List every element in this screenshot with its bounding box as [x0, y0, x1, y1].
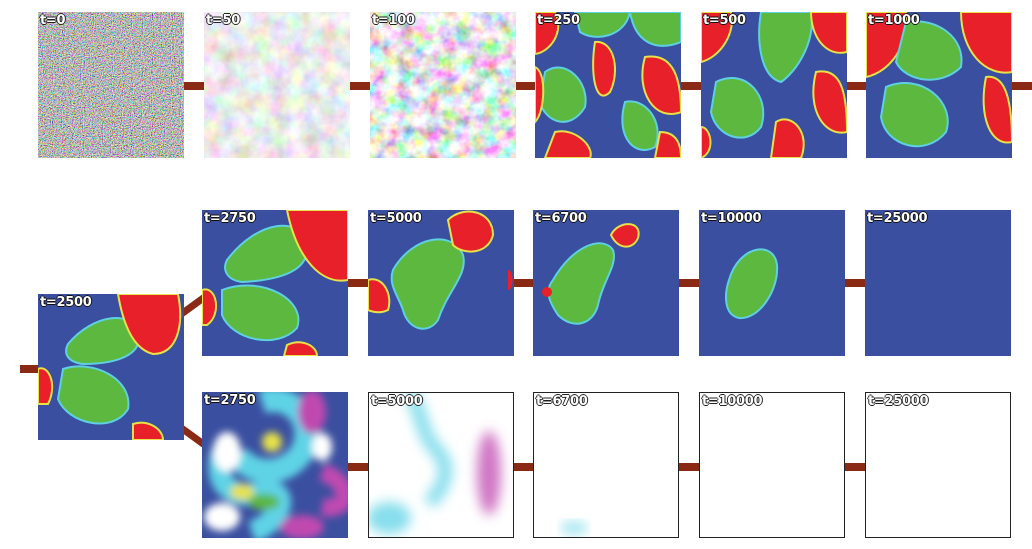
- panel-upper-t5000: t=5000: [368, 210, 514, 356]
- connector: [515, 82, 535, 90]
- domain-pattern: [866, 12, 1012, 158]
- panel-upper-t2750: t=2750: [202, 210, 348, 356]
- panel-lower-t25000: t=25000: [865, 392, 1011, 538]
- connector: [1012, 82, 1032, 90]
- connector: [350, 82, 370, 90]
- domain-pattern: [701, 12, 847, 158]
- time-label: t=0: [40, 13, 66, 28]
- time-label: t=250: [537, 13, 580, 28]
- connector: [348, 463, 368, 471]
- panel-lower-t6700: t=6700: [533, 392, 679, 538]
- domain-pattern: [533, 210, 679, 356]
- time-label: t=25000: [868, 394, 929, 409]
- time-label: t=50: [206, 13, 240, 28]
- panel-upper-t25000: t=25000: [865, 210, 1011, 356]
- panel-upper-t10000: t=10000: [699, 210, 845, 356]
- field-pattern: [534, 393, 678, 537]
- domain-pattern: [865, 210, 1011, 356]
- connector: [184, 82, 204, 90]
- field-pattern: [202, 392, 348, 538]
- panel-t1000: t=1000: [866, 12, 1012, 158]
- field-pattern: [866, 393, 1010, 537]
- panel-t0: t=0: [38, 12, 184, 158]
- time-label: t=2500: [40, 295, 92, 310]
- time-label: t=1000: [868, 13, 920, 28]
- time-label: t=6700: [536, 394, 588, 409]
- panel-t250: t=250: [535, 12, 681, 158]
- time-label: t=500: [703, 13, 746, 28]
- connector: [845, 279, 865, 287]
- time-label: t=5000: [371, 394, 423, 409]
- domain-pattern: [202, 210, 348, 356]
- field-pattern: [369, 393, 513, 537]
- connector: [679, 279, 699, 287]
- time-label: t=2750: [204, 211, 256, 226]
- connector: [681, 82, 701, 90]
- mottled-field: [370, 12, 516, 158]
- panel-t2500: t=2500: [38, 294, 184, 440]
- noise-field: [38, 12, 184, 158]
- time-label: t=25000: [867, 211, 928, 226]
- panel-lower-t2750: t=2750: [202, 392, 348, 538]
- panel-lower-t10000: t=10000: [699, 392, 845, 538]
- pastel-field: [204, 12, 350, 158]
- connector: [514, 463, 534, 471]
- time-label: t=100: [372, 13, 415, 28]
- panel-t50: t=50: [204, 12, 350, 158]
- connector: [348, 279, 368, 287]
- panel-lower-t5000: t=5000: [368, 392, 514, 538]
- connector: [20, 365, 38, 373]
- connector: [845, 463, 865, 471]
- connector: [846, 82, 866, 90]
- connector: [679, 463, 699, 471]
- time-label: t=5000: [370, 211, 422, 226]
- domain-pattern: [38, 294, 184, 440]
- domain-pattern: [535, 12, 681, 158]
- time-label: t=6700: [535, 211, 587, 226]
- panel-upper-t6700: t=6700: [533, 210, 679, 356]
- domain-pattern: [699, 210, 845, 356]
- time-label: t=2750: [204, 393, 256, 408]
- time-label: t=10000: [701, 211, 762, 226]
- panel-t500: t=500: [701, 12, 847, 158]
- domain-pattern: [368, 210, 514, 356]
- time-label: t=10000: [702, 394, 763, 409]
- field-pattern: [700, 393, 844, 537]
- connector: [514, 279, 534, 287]
- panel-t100: t=100: [370, 12, 516, 158]
